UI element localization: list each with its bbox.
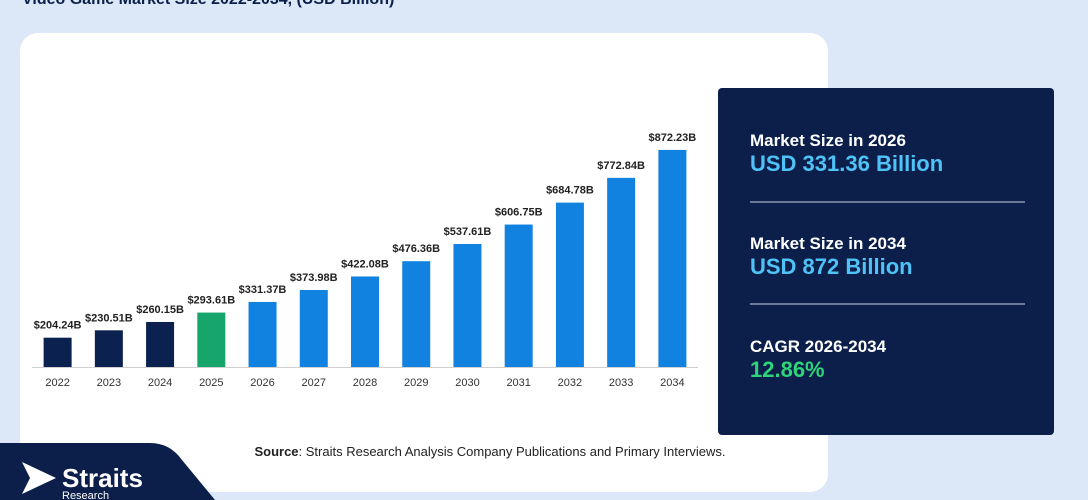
logo-name: Straits: [62, 463, 143, 493]
bar: [299, 289, 328, 367]
x-tick-label: 2027: [302, 377, 326, 389]
data-label: $606.75B: [495, 207, 543, 219]
logo-sub: Research: [62, 490, 109, 500]
bar: [146, 321, 175, 367]
x-tick-label: 2030: [455, 377, 479, 389]
data-label: $260.15B: [136, 304, 184, 316]
bar: [555, 202, 584, 367]
bar: [248, 301, 277, 367]
stat-label: Market Size in 2034: [750, 234, 906, 253]
data-label: $331.37B: [239, 284, 287, 296]
source: Source: Straits Research Analysis Compan…: [254, 444, 725, 459]
bar: [351, 276, 379, 367]
x-tick-label: 2033: [609, 377, 633, 389]
logo-icon: [22, 462, 56, 494]
x-tick-label: 2034: [660, 377, 684, 389]
stat-label: CAGR 2026-2034: [750, 337, 887, 356]
data-label: $684.78B: [546, 185, 594, 197]
data-label: $422.08B: [341, 258, 389, 270]
stat-label: Market Size in 2026: [750, 131, 906, 150]
x-tick-label: 2028: [353, 377, 377, 389]
data-label: $872.23B: [649, 132, 697, 144]
bar: [504, 224, 533, 367]
bar: [197, 312, 226, 367]
data-label: $293.61B: [187, 295, 235, 307]
stats-panel: [718, 88, 1054, 435]
x-tick-label: 2025: [199, 377, 223, 389]
x-tick-label: 2032: [558, 377, 582, 389]
stat-value: 12.86%: [750, 357, 825, 382]
bar: [658, 149, 687, 367]
bar: [402, 261, 431, 367]
x-tick-label: 2024: [148, 377, 172, 389]
x-tick-label: 2026: [250, 377, 274, 389]
source-text: : Straits Research Analysis Company Publ…: [299, 444, 726, 459]
bar: [607, 177, 636, 367]
source-label: Source: [254, 444, 298, 459]
x-tick-label: 2031: [506, 377, 530, 389]
bar: [453, 243, 482, 367]
x-tick-label: 2029: [404, 377, 428, 389]
bar: [94, 330, 123, 367]
data-label: $230.51B: [85, 312, 133, 324]
logo-shape: [0, 443, 215, 500]
x-tick-label: 2022: [45, 377, 69, 389]
x-tick-label: 2023: [97, 377, 121, 389]
bar: [43, 337, 72, 367]
stat-value: USD 872 Billion: [750, 254, 913, 279]
data-label: $476.36B: [392, 243, 440, 255]
data-label: $204.24B: [34, 320, 82, 332]
chart-title: Video Game Market Size 2022-2034, (USD B…: [22, 0, 394, 8]
stat-value: USD 331.36 Billion: [750, 151, 943, 176]
data-label: $373.98B: [290, 272, 338, 284]
data-label: $772.84B: [597, 160, 645, 172]
data-label: $537.61B: [444, 226, 492, 238]
